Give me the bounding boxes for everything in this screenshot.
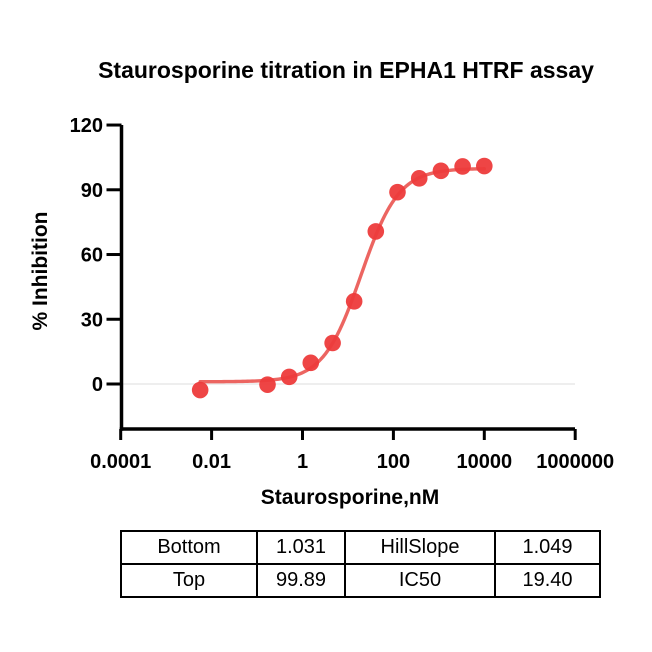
- param-value-hillslope: 1.049: [494, 530, 601, 565]
- x-tick-label: 1: [297, 451, 308, 473]
- param-name-top: Top: [120, 563, 258, 598]
- data-point: [432, 162, 450, 180]
- data-point: [345, 293, 363, 310]
- data-point: [389, 183, 406, 201]
- param-value-ic50: 19.40: [494, 563, 601, 598]
- dose-response-plot: 0 30 60 90 120 0.0001 0.01 1 100 10000 1000000: [70, 115, 615, 473]
- param-name-bottom: Bottom: [120, 530, 258, 565]
- fit-table-row: Bottom 1.031 HillSlope 1.049: [120, 530, 601, 565]
- y-tick-label: 0: [92, 374, 103, 396]
- y-tick-label: 90: [81, 180, 103, 202]
- fit-table-row: Top 99.89 IC50 19.40: [120, 563, 601, 598]
- data-point: [191, 381, 209, 399]
- y-tick-label: 120: [70, 115, 103, 137]
- x-tick-label: 10000: [456, 451, 512, 473]
- data-point: [410, 170, 428, 187]
- data-point: [324, 334, 341, 352]
- data-point: [259, 376, 276, 393]
- data-point: [367, 223, 385, 240]
- data-point: [280, 368, 298, 386]
- param-value-top: 99.89: [256, 563, 346, 598]
- param-name-hillslope: HillSlope: [344, 530, 496, 565]
- data-point: [454, 158, 471, 175]
- data-point: [476, 157, 493, 175]
- fit-parameter-table: Bottom 1.031 HillSlope 1.049 Top 99.89 I…: [120, 530, 601, 598]
- x-tick-label: 0.01: [192, 451, 231, 473]
- y-tick-label: 30: [81, 309, 103, 331]
- x-axis-title: Staurosporine,nM: [260, 486, 440, 509]
- x-tick-label: 1000000: [536, 451, 614, 473]
- fitted-curve: [198, 167, 486, 384]
- chart-title: Staurosporine titration in EPHA1 HTRF as…: [98, 57, 594, 83]
- param-name-ic50: IC50: [344, 563, 496, 598]
- x-tick-label: 100: [377, 451, 410, 473]
- param-value-bottom: 1.031: [256, 530, 346, 565]
- x-tick-label: 0.0001: [90, 451, 151, 473]
- y-tick-label: 60: [81, 245, 103, 267]
- data-point: [302, 354, 320, 372]
